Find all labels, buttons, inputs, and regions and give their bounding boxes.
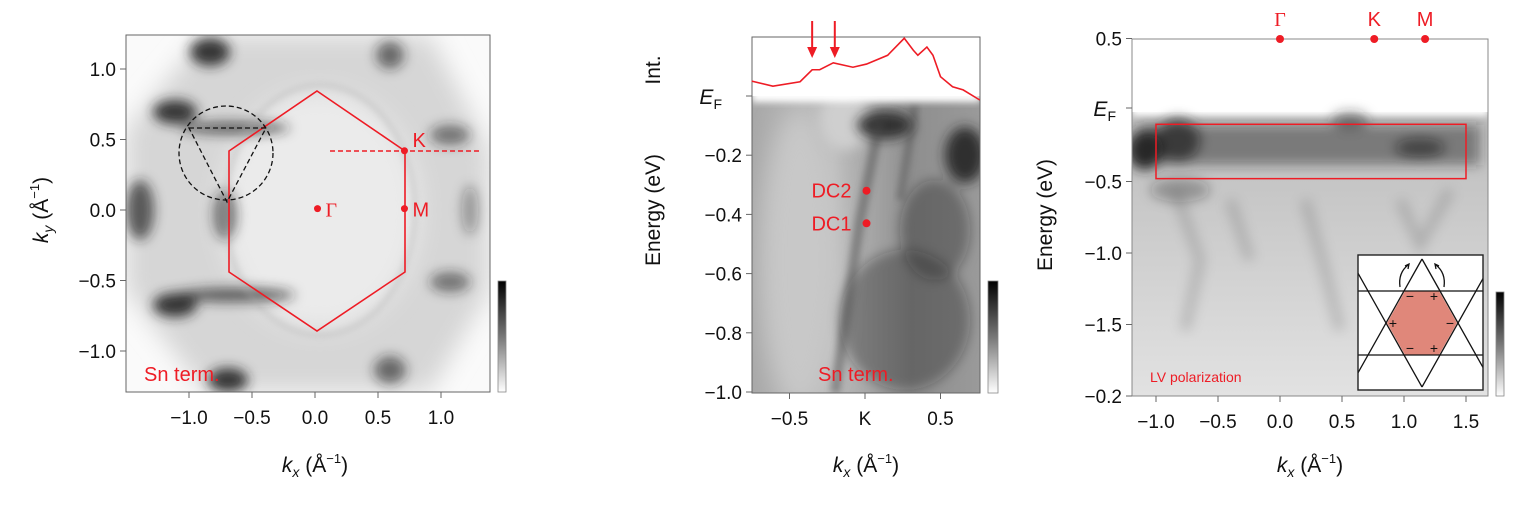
y-tick-label: −1.5	[1084, 316, 1122, 337]
frame-top	[751, 36, 981, 394]
x-axis-label: kx (Å−1)	[1277, 451, 1343, 480]
sn-term-label: Sn term.	[144, 364, 220, 386]
ef-label: EF	[699, 86, 722, 112]
fermi-surface-heatmap	[126, 35, 490, 392]
x-tick-label: 0.5	[1329, 412, 1355, 433]
sign: +	[1389, 315, 1397, 331]
x-tick-label: 1.5	[1453, 412, 1479, 433]
x-tick-label: 0.5	[365, 408, 391, 429]
sn-term-label-2: Sn term.	[818, 364, 894, 386]
panel-dispersion-wide: Γ K M LV polarization − + + − − +	[1034, 9, 1505, 480]
colorbar	[1495, 291, 1505, 397]
x-tick-label: −0.5	[1199, 412, 1237, 433]
hexagon-fill	[1387, 291, 1457, 355]
wide-dispersion-heatmap	[1132, 39, 1488, 396]
dirac-point	[862, 219, 871, 228]
x-tick-label: K	[859, 409, 872, 430]
x-tick-label: 0.0	[1267, 412, 1293, 433]
y-tick-label: −0.2	[704, 146, 742, 167]
panel-fermi-surface: Γ K M Sn term. −1.0 −0.5 0.0 0.5 1.0 1.0 0.5 0.0 −…	[27, 34, 507, 480]
y-tick-label: 0.5	[90, 131, 116, 152]
x-tick-label: 0.5	[927, 409, 953, 430]
y-tick-label: −1.0	[704, 383, 742, 404]
symmetry-point	[1421, 35, 1430, 43]
symmetry-point-label: M	[1417, 9, 1434, 31]
dashed-triangle	[187, 127, 268, 204]
sign: +	[1430, 288, 1438, 304]
y-axis-label: Energy (eV)	[642, 154, 665, 266]
symmetry-point-label: K	[1368, 9, 1382, 31]
highlight-box	[1155, 123, 1467, 180]
y-tick-label: −0.6	[704, 265, 742, 286]
dirac-point-label: DC1	[811, 213, 851, 235]
symmetry-point-label: M	[412, 200, 429, 222]
symmetry-point	[314, 205, 322, 213]
y-tick-label: −0.5	[1084, 173, 1122, 194]
y-tick-label: −0.2	[1084, 387, 1122, 408]
y-tick-label: 1.0	[90, 60, 116, 81]
x-tick-label: 1.0	[1391, 412, 1417, 433]
plot-frame	[125, 34, 491, 393]
symmetry-point	[400, 147, 408, 155]
colorbar	[987, 280, 999, 394]
colorbar	[497, 280, 507, 393]
band-dispersion-heatmap	[752, 96, 980, 393]
symmetry-point-label: K	[412, 130, 426, 152]
y-tick-label: −1.0	[78, 342, 116, 363]
symmetry-point-label: Γ	[1274, 9, 1286, 31]
sign: +	[1430, 340, 1438, 356]
y-tick-label: −1.0	[1084, 244, 1122, 265]
x-axis-label: kx (Å−1)	[833, 451, 899, 480]
x-tick-label: −1.0	[170, 408, 208, 429]
x-tick-label: −1.0	[1137, 412, 1175, 433]
x-axis-label: kx (Å−1)	[282, 451, 348, 480]
y-tick-label: 0.0	[90, 201, 116, 222]
panel-dispersion-k: DC2 DC1 Sn term. −0.5 K 0.5 −0.2 −0.4 −0.6 −0.8…	[642, 21, 999, 480]
intensity-axis-label: Int.	[642, 55, 665, 84]
y-tick-label: −0.5	[78, 272, 116, 293]
kagome-inset: − + + − − +	[1357, 254, 1484, 391]
dirac-point	[862, 186, 871, 195]
y-tick-label: −0.4	[704, 205, 742, 226]
x-tick-label: −0.5	[233, 408, 271, 429]
symmetry-point	[400, 205, 408, 213]
lv-polarization-label: LV polarization	[1150, 369, 1242, 385]
symmetry-point	[1370, 35, 1379, 43]
x-tick-label: −0.5	[771, 409, 809, 430]
intensity-curve	[751, 37, 981, 101]
y-tick-label: −0.8	[704, 324, 742, 345]
arrow-head-icon	[829, 47, 840, 58]
x-tick-label: 0.0	[302, 408, 328, 429]
sign: −	[1406, 340, 1414, 356]
sign: −	[1446, 315, 1454, 331]
dirac-point-label: DC2	[811, 181, 851, 203]
plot-frame	[1131, 38, 1489, 397]
y-axis-label: Energy (eV)	[1034, 159, 1057, 271]
y-axis-label: ky (Å−1)	[27, 177, 56, 243]
sign: −	[1406, 288, 1414, 304]
symmetry-point	[1276, 35, 1284, 43]
y-tick-label: 0.5	[1096, 30, 1122, 51]
x-tick-label: 1.0	[428, 408, 454, 429]
ef-label: EF	[1093, 98, 1116, 124]
symmetry-point-label: Γ	[326, 200, 338, 222]
arrow-head-icon	[807, 47, 818, 58]
